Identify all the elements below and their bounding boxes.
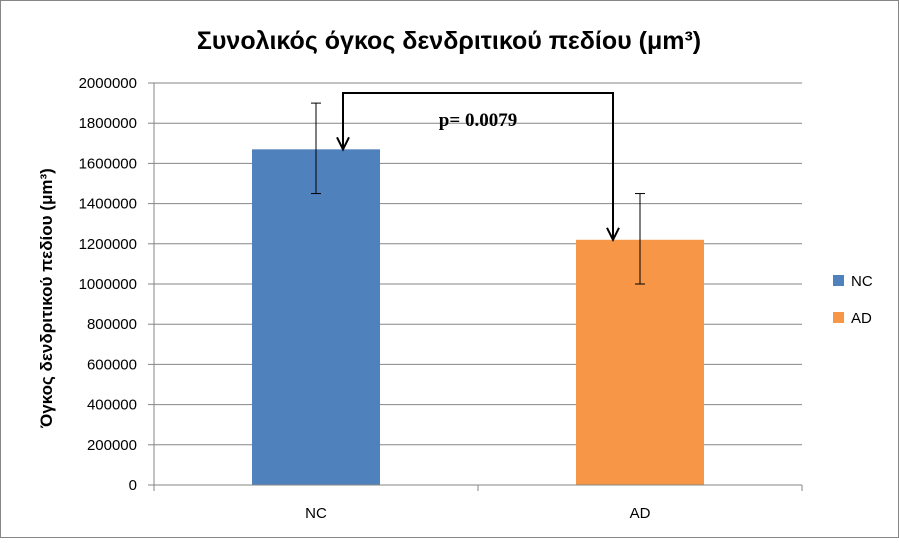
significance-annotation: p= 0.0079 [336,92,620,243]
y-tick-label: 1200000 [79,236,137,253]
bar [252,149,380,485]
y-tick-label: 1800000 [79,115,137,132]
arrowhead-right [606,227,620,243]
y-tick-label: 0 [129,477,137,494]
y-tick-label: 1600000 [79,155,137,172]
chart-title: Συνολικός όγκος δενδριτικού πεδίου (μm³) [197,27,701,55]
bars [252,149,704,485]
legend-swatch [833,275,844,286]
x-tick-label: AD [630,505,651,522]
y-axis-label: Όγκος δενδριτικού πεδίου (μm³) [37,168,56,429]
error-bars [311,102,645,285]
legend-label: NC [851,273,873,290]
y-tick-label: 600000 [87,356,137,373]
axes: 0 200000 400000 600000 800000 1000000 1200000 1… [79,75,803,522]
legend: NC AD [833,273,873,327]
y-tick-label: 1000000 [79,276,137,293]
x-tick-label: NC [305,505,327,522]
bracket-line [342,92,614,238]
y-tick-label: 2000000 [79,75,137,92]
p-value-label: p= 0.0079 [439,110,517,131]
y-tick-label: 1400000 [79,196,137,213]
arrowhead-left [336,136,350,152]
y-tick-label: 400000 [87,397,137,414]
legend-swatch [833,312,844,323]
legend-label: AD [851,310,872,327]
y-tick-label: 200000 [87,437,137,454]
y-tick-label: 800000 [87,316,137,333]
